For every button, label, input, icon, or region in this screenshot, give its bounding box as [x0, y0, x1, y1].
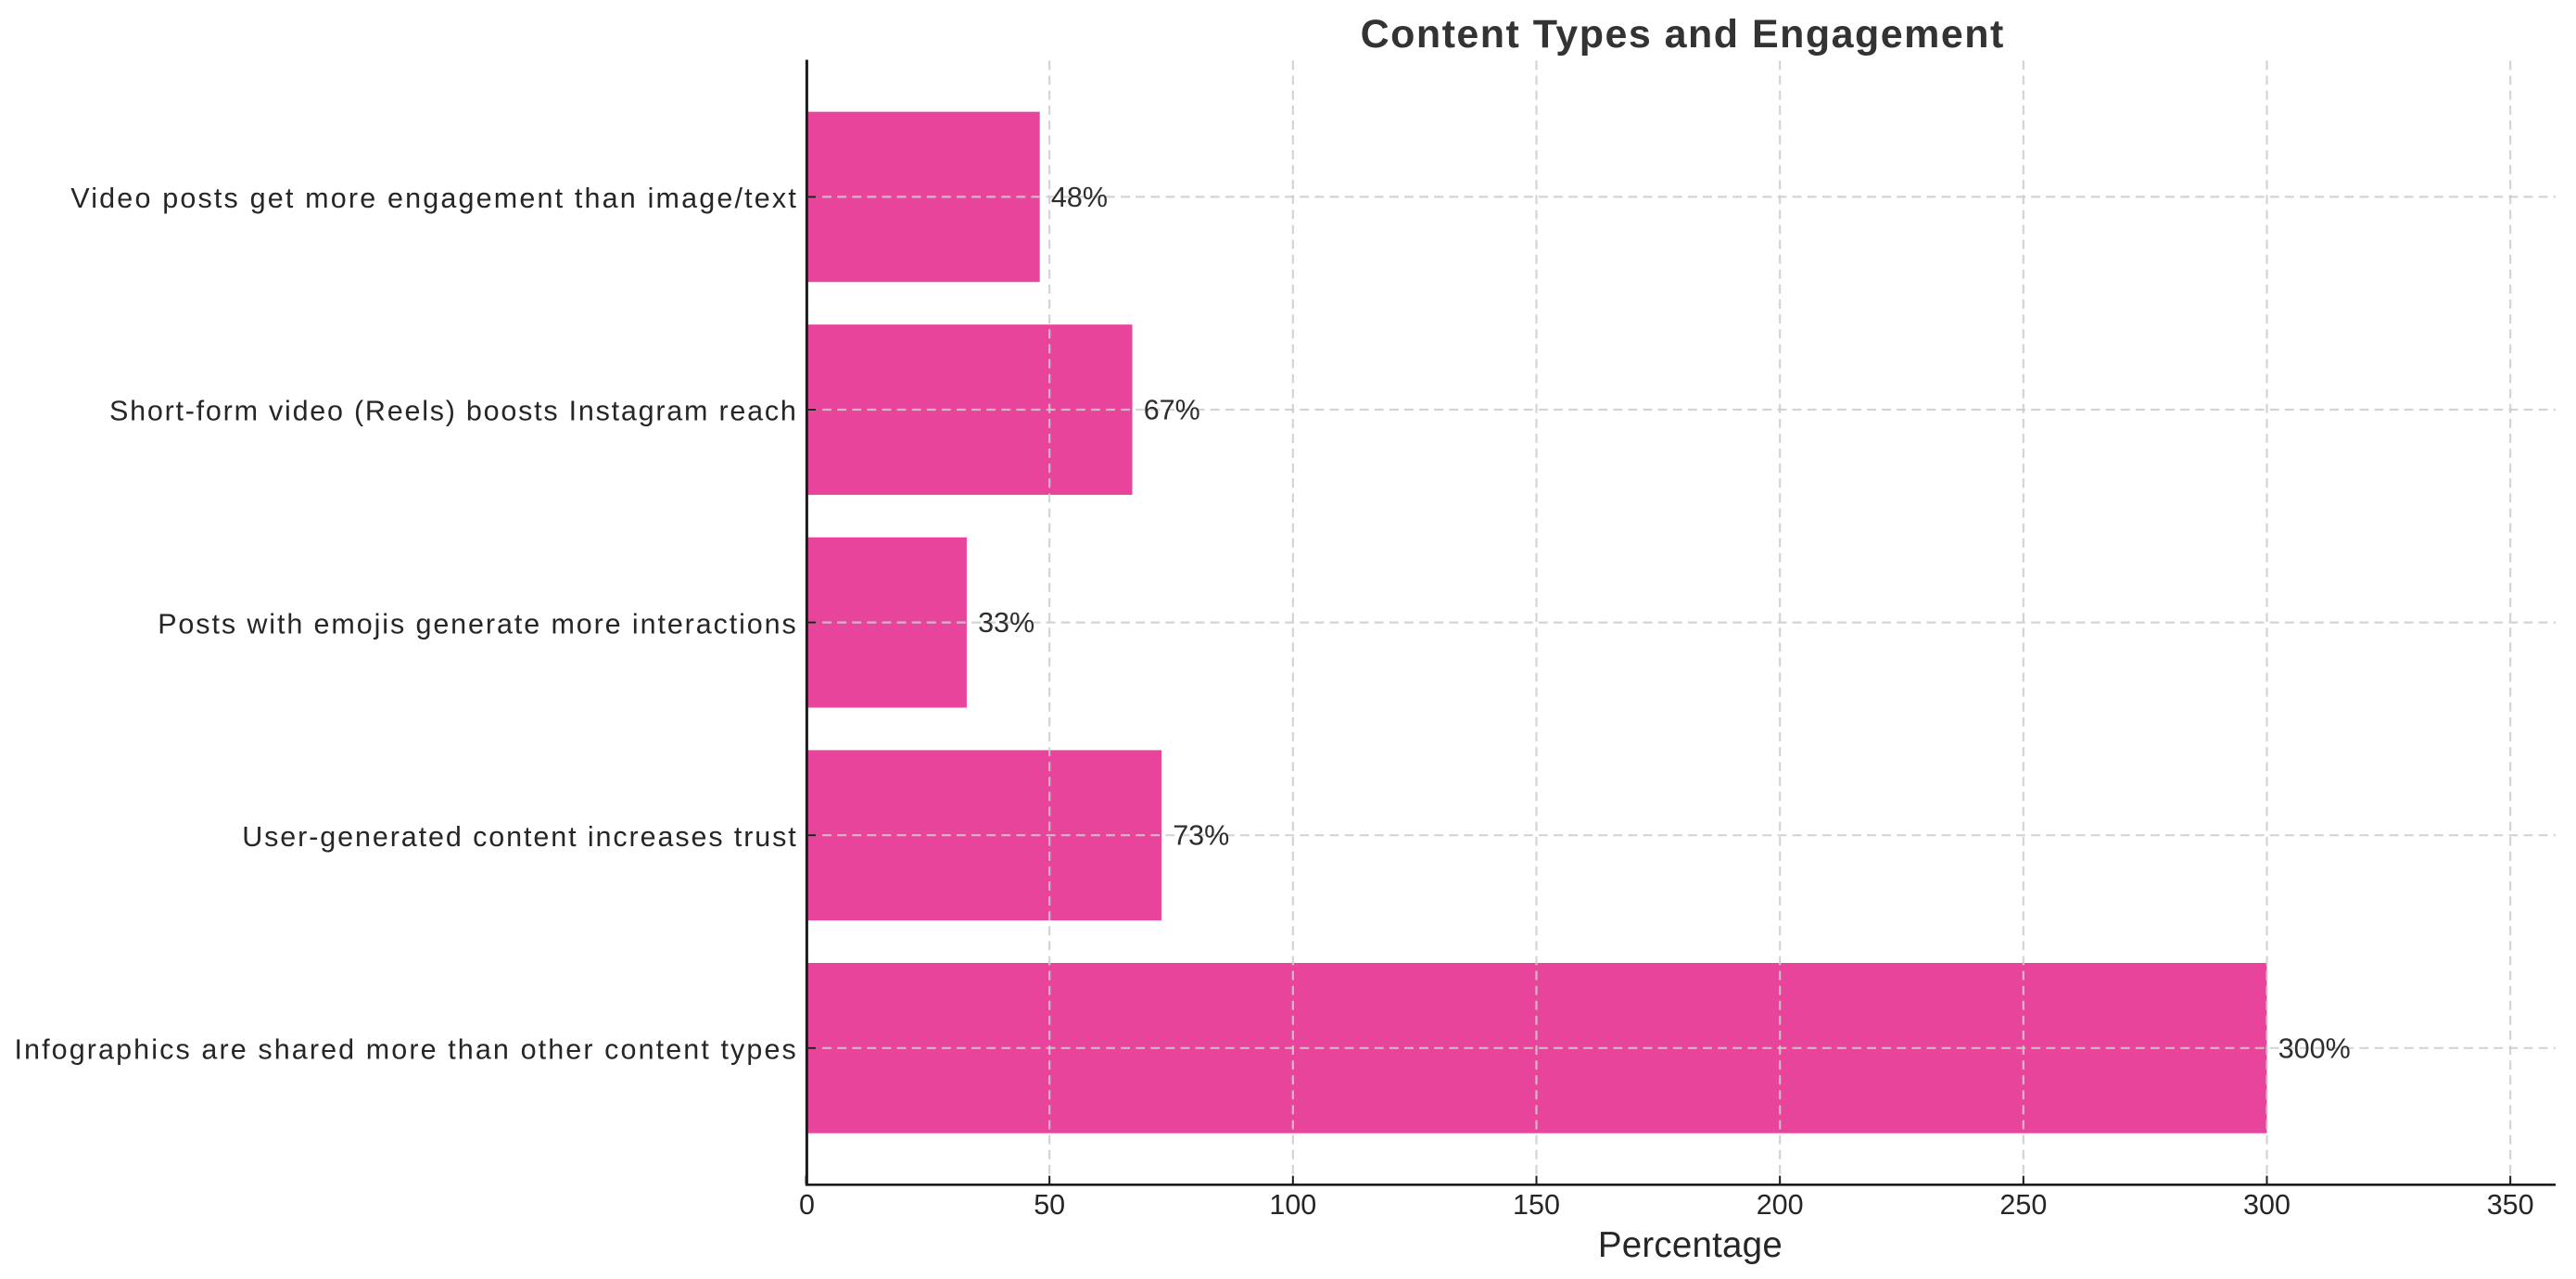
svg-text:150: 150: [1513, 1189, 1560, 1221]
svg-text:Posts with emojis generate mor: Posts with emojis generate more interact…: [158, 608, 798, 640]
svg-text:50: 50: [1034, 1189, 1065, 1221]
svg-text:300: 300: [2243, 1189, 2290, 1221]
svg-text:Content Types and Engagement: Content Types and Engagement: [1361, 12, 2005, 57]
svg-text:73%: 73%: [1173, 820, 1229, 852]
svg-text:48%: 48%: [1051, 182, 1108, 213]
svg-text:250: 250: [1999, 1189, 2047, 1221]
svg-text:200: 200: [1757, 1189, 1804, 1221]
svg-text:Short-form video (Reels) boost: Short-form video (Reels) boosts Instagra…: [109, 396, 798, 427]
svg-text:Infographics are shared more t: Infographics are shared more than other …: [14, 1034, 797, 1066]
svg-text:67%: 67%: [1144, 395, 1200, 426]
svg-text:Video posts get more engagemen: Video posts get more engagement than ima…: [70, 183, 798, 214]
svg-text:100: 100: [1269, 1189, 1316, 1221]
svg-text:33%: 33%: [978, 607, 1034, 639]
svg-text:User-generated content increas: User-generated content increases trust: [242, 821, 797, 853]
svg-text:Percentage: Percentage: [1598, 1225, 1783, 1265]
svg-text:350: 350: [2487, 1189, 2534, 1221]
svg-text:0: 0: [799, 1189, 815, 1221]
svg-text:300%: 300%: [2278, 1032, 2351, 1064]
